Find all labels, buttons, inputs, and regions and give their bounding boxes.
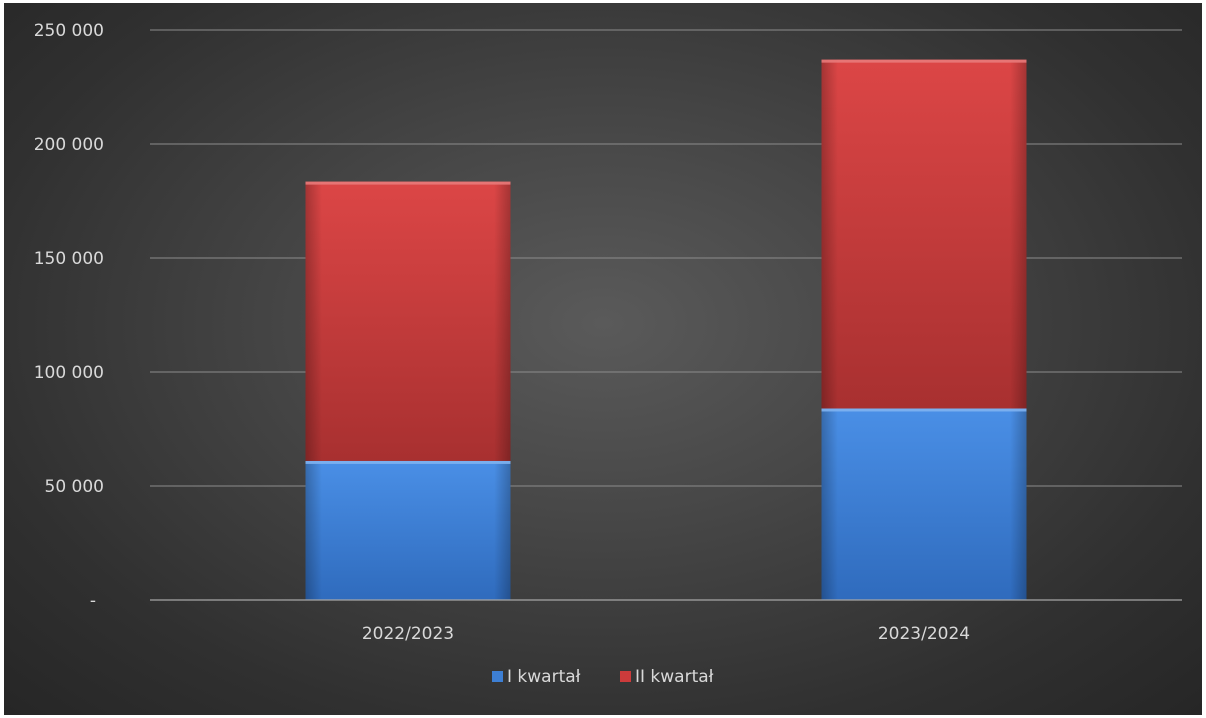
bar-segment (821, 59, 1027, 409)
gridlines (150, 29, 1182, 487)
legend-label: II kwartał (635, 667, 714, 687)
y-tick-label: - (90, 591, 96, 611)
bar-shade (305, 460, 511, 600)
legend-swatch (620, 671, 631, 682)
bars (305, 59, 1027, 600)
stacked-bar-chart: - 50 000 100 000 150 000 200 000 250 000 2022… (34, 21, 1182, 687)
chart-area: - 50 000 100 000 150 000 200 000 250 000 2022… (4, 3, 1202, 715)
x-tick-label: 2023/2024 (878, 624, 970, 644)
legend: I kwartał II kwartał (492, 667, 714, 687)
bar-top-edge (821, 59, 1027, 63)
y-tick-label: 100 000 (34, 363, 104, 383)
x-axis: 2022/2023 2023/2024 (150, 599, 1182, 644)
legend-swatch (492, 671, 503, 682)
bar-top-edge (305, 460, 511, 464)
bar-segment (305, 460, 511, 600)
bar-shade (821, 59, 1027, 409)
bar-shade (821, 408, 1027, 600)
y-tick-label: 150 000 (34, 249, 104, 269)
bar-top-edge (305, 181, 511, 185)
x-tick-label: 2022/2023 (362, 624, 454, 644)
bar-top-edge (821, 408, 1027, 412)
legend-label: I kwartał (507, 667, 581, 687)
y-tick-label: 50 000 (45, 477, 104, 497)
bar-segment (305, 181, 511, 461)
y-tick-label: 250 000 (34, 21, 104, 41)
bar-shade (305, 181, 511, 461)
y-tick-label: 200 000 (34, 135, 104, 155)
y-axis-tick-labels: - 50 000 100 000 150 000 200 000 250 000 (34, 21, 104, 611)
bar-segment (821, 408, 1027, 600)
